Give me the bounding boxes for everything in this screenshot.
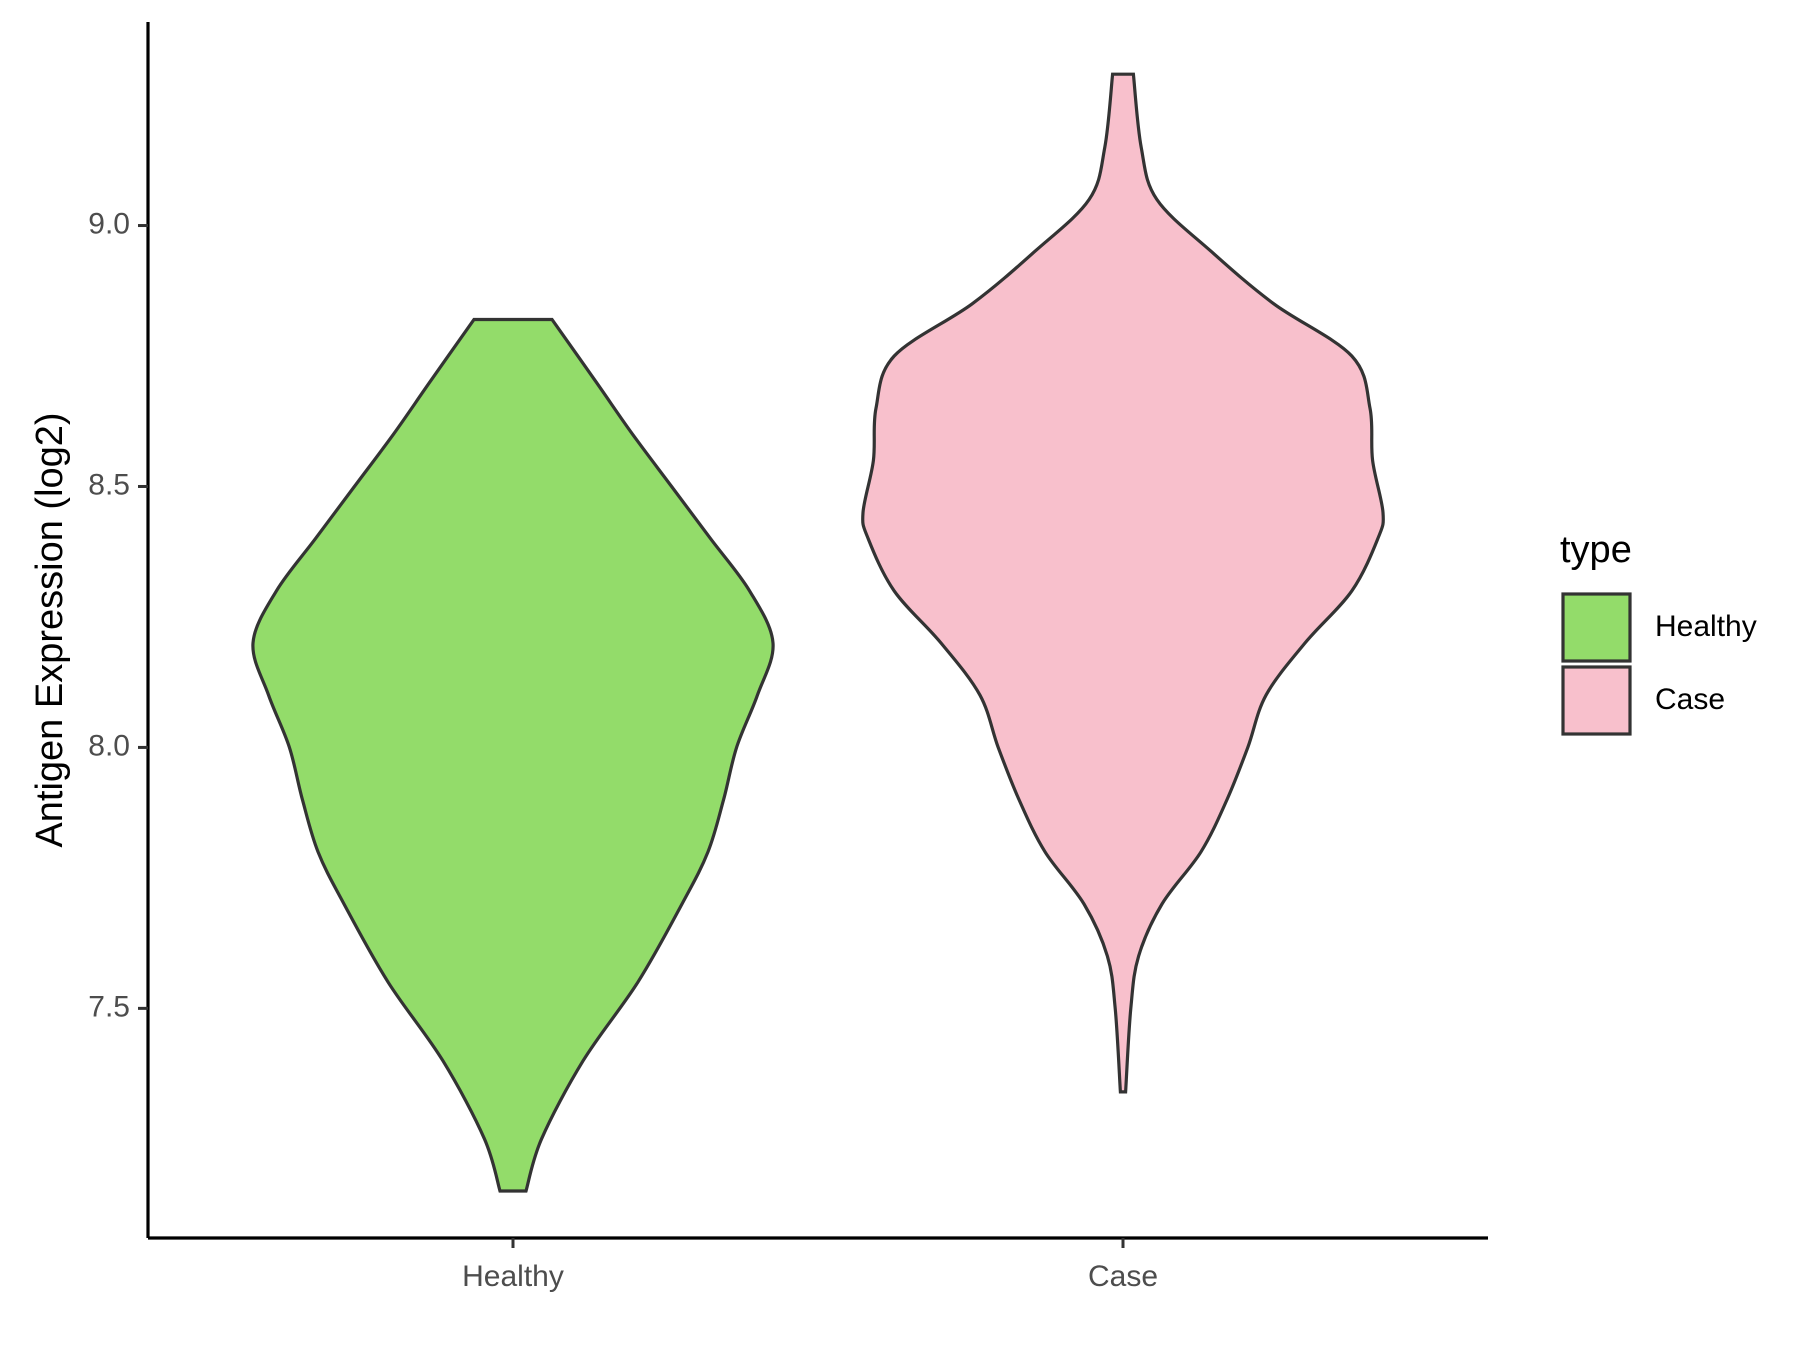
legend: type Healthy Case [1560,529,1757,736]
legend-label-healthy: Healthy [1655,610,1757,643]
y-tick-label: 9.0 [88,207,130,240]
y-tick-label: 7.5 [88,990,130,1023]
legend-item-healthy: Healthy [1561,592,1757,663]
plot-area [251,72,1385,1193]
y-axis-title: Antigen Expression (log2) [29,412,71,847]
violin-healthy [251,317,775,1193]
x-tick-label-case: Case [1088,1260,1158,1293]
y-tick-label: 8.0 [88,729,130,762]
ticks: 7.5 8.0 8.5 9.0 Healthy Case [88,207,1158,1292]
legend-label-case: Case [1655,683,1725,716]
legend-title: type [1560,529,1632,571]
legend-swatch-case [1561,665,1632,736]
y-tick-label: 8.5 [88,468,130,501]
legend-swatch-healthy [1561,592,1632,663]
violin-case [861,72,1385,1094]
x-tick-label-healthy: Healthy [462,1260,564,1293]
legend-item-case: Case [1561,665,1725,736]
